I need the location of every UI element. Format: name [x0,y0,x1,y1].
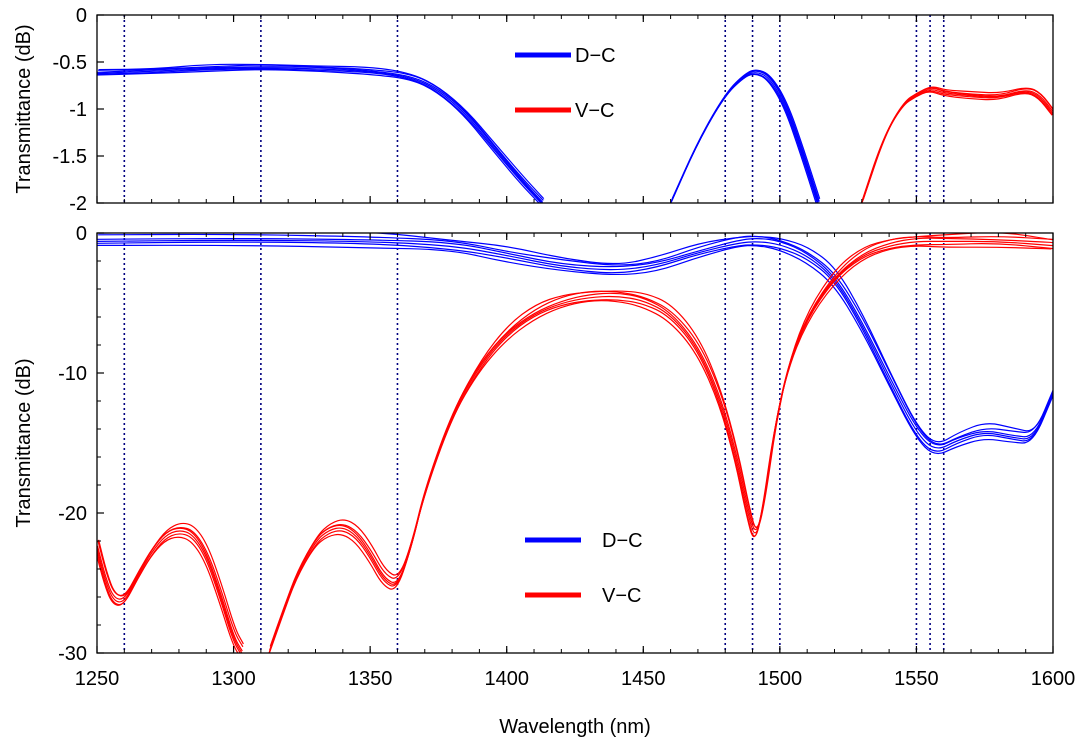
series-line-vc [97,533,241,653]
x-tick-label: 1400 [484,668,529,690]
series-line-vc [862,86,1053,200]
series-line-vc [861,89,1053,203]
series-line-dc [97,67,543,203]
series-line-vc [862,87,1053,201]
legend: D−C V−C [525,530,643,607]
series-line-vc [860,91,1053,203]
x-tick-label: 1550 [894,668,939,690]
x-tick-label: 1350 [348,668,393,690]
legend-label: V−C [575,100,614,122]
y-tick-label: -20 [58,503,87,525]
plot-area [97,233,1053,653]
legend-label: D−C [602,530,643,552]
series-line-vc [97,536,239,653]
series-line-dc [671,69,821,199]
chart-panel-bottom: 0 -10 -20 -30 1250 1300 1350 1400 1450 1500 1550 16… [13,223,1075,738]
series-line-vc [269,236,1053,647]
series-line-dc [98,64,544,201]
series-line-dc [670,73,817,203]
series-line-dc [97,244,1053,455]
x-tick-label: 1250 [75,668,120,690]
x-tick-label: 1500 [758,668,803,690]
x-tick-label: 1300 [211,668,256,690]
series-line-dc [97,68,542,203]
x-tick-label: 1450 [621,668,666,690]
y-tick-label: -0.5 [53,52,87,74]
series-line-vc [268,243,1053,653]
series-line-dc [98,233,1053,443]
plot-area [97,63,1053,203]
series-line-dc [97,237,1053,446]
legend-label: V−C [602,585,641,607]
series-line-vc [97,530,243,653]
series-line-vc [269,237,1053,651]
series-line-vc [270,233,1053,647]
y-tick-label: 0 [76,5,87,27]
plot-frame [96,232,1054,654]
series-line-vc [268,240,1053,653]
y-axis-label: Transmittance (dB) [13,358,35,527]
series-line-vc [97,526,244,648]
series-line-vc [860,90,1053,203]
y-tick-label: -10 [58,363,87,385]
chart-panel-top: 0 -0.5 -1 -1.5 -2 Transmittance (dB) D−C V−C [13,5,1054,215]
y-tick-label: 0 [76,223,87,245]
series-line-dc [97,241,1053,452]
series-line-dc [97,69,540,203]
series-line-vc [861,87,1053,203]
series-line-dc [97,239,1053,449]
series-line-dc [98,63,545,200]
y-tick-label: -1 [69,99,87,121]
y-tick-label: -2 [69,193,87,215]
y-tick-label: -30 [58,643,87,665]
series-line-dc [97,66,544,203]
y-axis-label: Transmittance (dB) [13,24,35,193]
legend-label: D−C [575,45,616,67]
x-tick-label: 1600 [1031,668,1076,690]
series-line-dc [98,233,1053,445]
legend: D−C V−C [515,45,616,122]
x-axis-label: Wavelength (nm) [499,716,651,738]
series-line-vc [98,522,244,645]
y-tick-label: -1.5 [53,146,87,168]
series-line-vc [268,245,1053,653]
